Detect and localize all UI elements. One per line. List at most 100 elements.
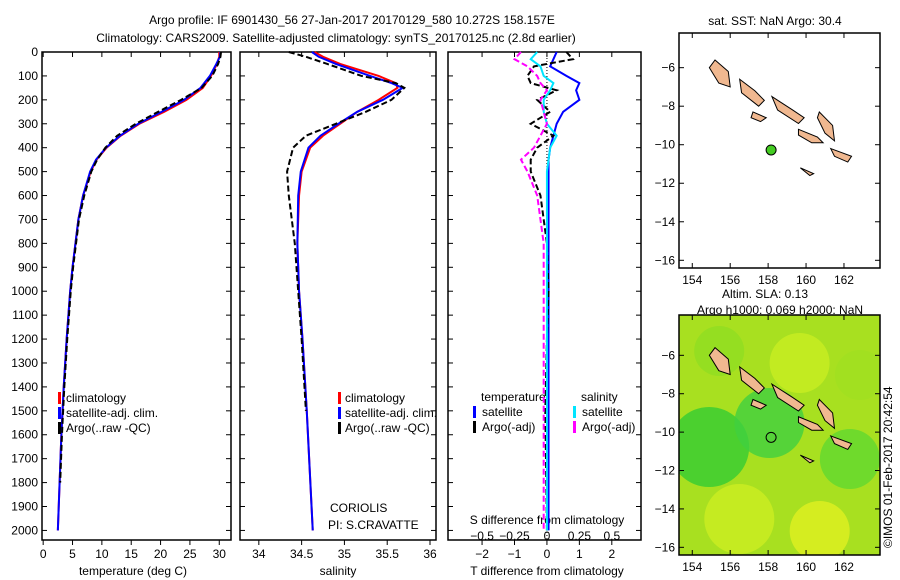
island-coastline [750, 398, 768, 410]
y-tick-label: 300 [18, 117, 38, 131]
island-coastline [829, 435, 853, 451]
x-tick-label: 20 [154, 547, 168, 561]
x-tick-label: −1 [508, 547, 522, 561]
lon-tick-label: 162 [834, 273, 854, 287]
center-annotation: CORIOLIS [330, 501, 387, 515]
island-coastline [800, 454, 815, 464]
x-tick-label: 0 [544, 547, 551, 561]
lat-tick-label: −16 [655, 540, 676, 554]
y-tick-label: 600 [18, 189, 38, 203]
sla-anomaly-patch [834, 350, 880, 400]
y-tick-label: 700 [18, 212, 38, 226]
legend-swatch [338, 407, 341, 419]
x-tick-label: 1 [576, 547, 583, 561]
diff-s-satellite-line [529, 51, 558, 531]
lat-tick-label: −12 [655, 176, 676, 190]
lat-tick-label: −14 [655, 215, 676, 229]
salinity-xlabel: salinity [320, 564, 357, 578]
y-tick-label: 1300 [11, 356, 38, 370]
legend-swatch [58, 407, 61, 419]
island-coastline [708, 59, 731, 88]
lon-tick-label: 160 [796, 273, 816, 287]
legend-swatch [473, 421, 476, 433]
legend-swatch [338, 422, 341, 434]
legend-label: climatology [345, 391, 405, 405]
y-tick-label: 0 [31, 45, 38, 59]
x-tick-label: 30 [213, 547, 227, 561]
salinity-climatologyline [296, 51, 399, 531]
island-coastline [800, 167, 815, 177]
plot-frame [41, 51, 232, 541]
x-tick-label: 34 [252, 547, 266, 561]
sla-anomaly-patch [769, 333, 830, 393]
legend-swatch [338, 392, 341, 404]
temperature-satellite-adj-clim-line [56, 51, 222, 531]
lat-tick-label: −8 [661, 387, 675, 401]
y-tick-label: 800 [18, 236, 38, 250]
sla-anomaly-patch [789, 501, 850, 555]
diff-t-argo-adj--line [526, 51, 575, 531]
y-tick-label: 1700 [11, 452, 38, 466]
sla-anomaly-patch [704, 484, 775, 554]
sla-map-title: Altim. SLA: 0.13 [722, 287, 808, 301]
x-tick-label: 35.5 [376, 547, 400, 561]
plot-frame [239, 51, 437, 541]
lat-tick-label: −8 [661, 99, 675, 113]
legend-label: satellite [482, 405, 523, 419]
legend-header: salinity [581, 390, 618, 404]
y-tick-label: 1500 [11, 404, 38, 418]
lon-tick-label: 162 [834, 560, 854, 574]
island-coastline [770, 95, 805, 125]
legend-label: Argo(..raw -QC) [66, 421, 151, 435]
y-tick-label: 1100 [12, 308, 38, 322]
temperature-legend: climatology satellite-adj. clim. Argo(..… [66, 391, 158, 435]
island-coastline [829, 147, 853, 163]
y-tick-label: 1600 [11, 428, 38, 442]
lon-tick-label: 154 [682, 560, 702, 574]
legend-swatch [573, 406, 576, 418]
difference-legend: temperature salinity satellite Argo(-adj… [481, 390, 635, 434]
temperature-xlabel: temperature (deg C) [79, 564, 187, 578]
s-diff-tick-label: 0.5 [603, 529, 620, 543]
lat-tick-label: −12 [655, 464, 676, 478]
diff-t-satellite-line [547, 51, 581, 531]
y-tick-label: 900 [18, 260, 38, 274]
plot-frame [447, 51, 642, 541]
lat-tick-label: −6 [661, 61, 675, 75]
x-tick-label: 5 [69, 547, 76, 561]
legend-swatch [58, 392, 61, 404]
y-tick-label: 400 [18, 141, 38, 155]
lon-tick-label: 158 [758, 560, 778, 574]
island-coastline [816, 398, 836, 430]
lat-tick-label: −10 [655, 425, 676, 439]
island-coastline [797, 416, 825, 431]
map-frame [678, 314, 881, 556]
legend-header: temperature [481, 390, 546, 404]
diff-s-argo-adj--line [512, 51, 549, 531]
lat-tick-label: −6 [661, 348, 675, 362]
y-tick-label: 100 [18, 69, 38, 83]
lon-tick-label: 160 [796, 560, 816, 574]
lat-tick-label: −10 [655, 138, 676, 152]
s-diff-tick-label: −0.25 [499, 529, 530, 543]
y-tick-label: 500 [18, 165, 38, 179]
s-diff-tick-label: 0.25 [568, 529, 592, 543]
title-line-1: Argo profile: IF 6901430_56 27-Jan-2017 … [149, 13, 555, 27]
sla-field [679, 326, 880, 555]
x-tick-label: −2 [475, 547, 489, 561]
salinity-legend: climatology satellite-adj. clim. Argo(..… [345, 391, 437, 435]
x-tick-label: 25 [183, 547, 197, 561]
legend-label: climatology [66, 391, 126, 405]
pi-annotation: PI: S.CRAVATTE [328, 518, 419, 532]
x-tick-label: 36 [423, 547, 437, 561]
temperature-argo-raw-qc-line [59, 51, 223, 483]
lon-tick-label: 158 [758, 273, 778, 287]
legend-label: satellite-adj. clim. [66, 406, 158, 420]
legend-swatch [58, 422, 61, 434]
legend-label: Argo(..raw -QC) [345, 421, 430, 435]
title-line-2: Climatology: CARS2009. Satellite-adjuste… [96, 31, 576, 45]
sla-anomaly-patch [679, 407, 750, 487]
lon-tick-label: 156 [720, 560, 740, 574]
x-tick-label: 15 [125, 547, 139, 561]
